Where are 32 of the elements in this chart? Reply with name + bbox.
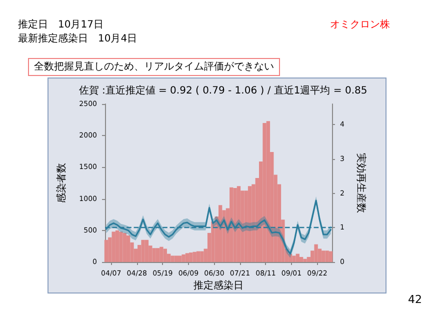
bar <box>318 248 322 262</box>
bar <box>144 240 149 262</box>
bar <box>156 248 160 262</box>
bar <box>303 258 307 262</box>
bar <box>104 240 108 262</box>
y2-axis-title: 実効再生産数 <box>354 153 367 213</box>
chart-title: 佐賀 :直近推定値 = 0.92 ( 0.79 - 1.06 ) / 直近1週平均 = 0.85 <box>78 84 368 96</box>
bar <box>174 256 178 262</box>
bar <box>236 186 241 262</box>
bar <box>126 235 130 262</box>
bar <box>266 121 270 262</box>
text: 全数把握見直しのため、リアルタイム評価ができない <box>34 60 274 72</box>
text: 42 <box>408 293 422 306</box>
bar <box>299 256 304 262</box>
text: 推定日 10月17日 <box>18 18 104 30</box>
bar <box>185 253 190 262</box>
bar <box>262 122 266 262</box>
bar <box>163 248 167 262</box>
bar <box>230 187 234 262</box>
x-axis-title: 推定感染日 <box>194 280 244 292</box>
bar <box>218 205 222 262</box>
bar <box>314 244 318 262</box>
bar <box>196 251 200 262</box>
text: 最新推定感染日 10月4日 <box>18 32 138 44</box>
bar <box>115 230 120 262</box>
bar <box>296 254 300 262</box>
bar <box>292 256 296 262</box>
bar <box>182 254 186 262</box>
text: オミクロン株 <box>330 18 390 30</box>
y-axis-title: 感染者数 <box>56 163 68 203</box>
bar <box>248 186 252 262</box>
bar <box>328 251 333 262</box>
